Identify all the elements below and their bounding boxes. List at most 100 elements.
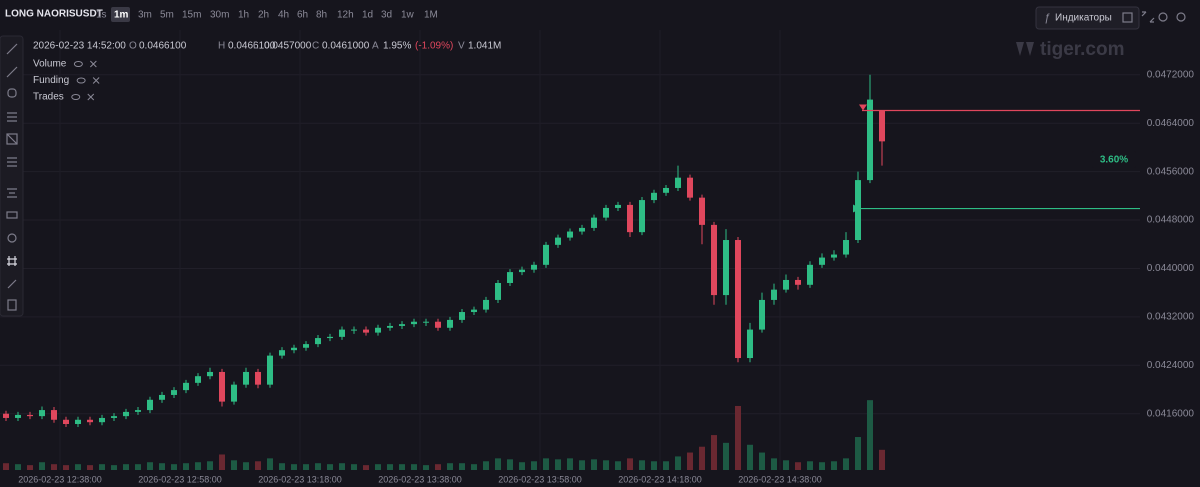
zoom-out-icon[interactable] [1176,12,1186,22]
candle-body [291,347,297,351]
interval[interactable]: 30m [210,10,229,21]
y-tick-label: 0.0448000 [1147,215,1195,226]
interval[interactable]: 2h [258,10,269,21]
interval[interactable]: 6h [297,10,308,21]
candle-body [675,177,681,188]
interval[interactable]: 15m [182,10,201,21]
candle-body [555,237,561,245]
active-interval-bg [111,7,130,22]
candle-body [591,217,597,228]
close-icon[interactable] [92,77,100,84]
zoom-in-icon[interactable] [1158,12,1168,22]
indicators-button[interactable] [1035,6,1140,30]
x-tick-label: 2026-02-23 14:38:00 [738,474,822,484]
interval[interactable]: 1w [401,10,415,21]
plot: 3.60% [3,74,1140,470]
screenshot-icon[interactable] [1122,12,1133,23]
volume-bar [567,458,573,470]
candle-body [459,312,465,320]
volume-bar [39,462,45,470]
candle-body [303,344,309,348]
volume-bar [879,449,885,470]
volume-bar [267,458,273,470]
info-amplitude: 1.95% [383,41,411,52]
volume-bar [195,462,201,470]
candle-body [231,384,237,402]
volume-bar [435,464,441,470]
volume-bar [651,461,657,470]
candle-body [207,371,213,377]
candle-body [747,329,753,359]
candle-body [639,200,645,233]
candle-body [615,204,621,208]
candle-body [279,350,285,356]
eye-icon[interactable] [73,61,83,67]
candle-body [531,264,537,270]
candle-body [171,390,177,395]
candle-body [495,282,501,300]
y-tick-label: 0.0440000 [1147,263,1195,274]
close-icon[interactable] [90,60,97,68]
candle-body [723,240,729,296]
eye-icon[interactable] [76,77,86,84]
volume-bar [351,464,357,470]
candle-body [315,338,321,345]
candle-body [363,329,369,333]
candle-body [195,376,201,383]
interval[interactable]: 1h [238,10,249,21]
volume-bar [27,465,33,470]
interval[interactable]: 1s [96,10,107,21]
interval[interactable]: 12h [337,10,354,21]
interval[interactable]: 8h [316,10,327,21]
legend-item: Funding [33,75,69,86]
volume-bar [855,437,861,470]
interval[interactable]: 1d [362,10,373,21]
candle-body [423,321,429,323]
candle-body [759,299,765,330]
volume-bar [279,463,285,470]
volume-bar [663,461,669,470]
volume-bar [759,452,765,470]
volume-bar [363,465,369,470]
info-time: 2026-02-23 14:52:00 [33,41,126,52]
volume-bar [183,463,189,470]
interval[interactable]: 5m [160,10,174,21]
eye-icon[interactable] [71,94,81,100]
fullscreen-icon[interactable] [1141,11,1155,23]
candle-body [843,240,849,255]
y-tick-label: 0.0472000 [1147,69,1195,80]
candle-body [831,254,837,258]
volume-bar [99,464,105,470]
volume-bar [795,462,801,470]
interval[interactable]: 3m [138,10,152,21]
volume-bar [51,464,57,470]
drawing-tools[interactable] [6,43,18,311]
volume-bar [447,463,453,470]
volume-bar [303,464,309,470]
indicators-label[interactable]: Индикаторы [1055,13,1112,24]
candle-body [435,321,441,328]
symbol[interactable]: LONG NAORISUSDT [5,9,103,20]
volume-bar [219,454,225,470]
info-open: 0.0466100 [139,41,187,52]
candle-body [51,410,57,420]
x-tick-label: 2026-02-23 12:38:00 [18,474,102,484]
candle-body [687,177,693,198]
interval[interactable]: 4h [278,10,289,21]
volume-bar [15,464,21,470]
candle-body [783,279,789,290]
interval[interactable]: 1m [114,10,129,21]
watermark-logo [1016,42,1034,56]
y-tick-label: 0.0456000 [1147,166,1195,177]
volume-bar [63,465,69,470]
close-icon[interactable] [87,93,95,101]
candle-body [87,419,93,423]
x-tick-label: 2026-02-23 13:18:00 [258,474,342,484]
info-amplitude-label: A [372,41,379,52]
candle-body [471,309,477,313]
candle-body [603,207,609,218]
interval[interactable]: 3d [381,10,392,21]
volume-bar [111,465,117,470]
interval[interactable]: 1M [424,10,438,21]
pnl-label: 3.60% [1100,155,1128,166]
